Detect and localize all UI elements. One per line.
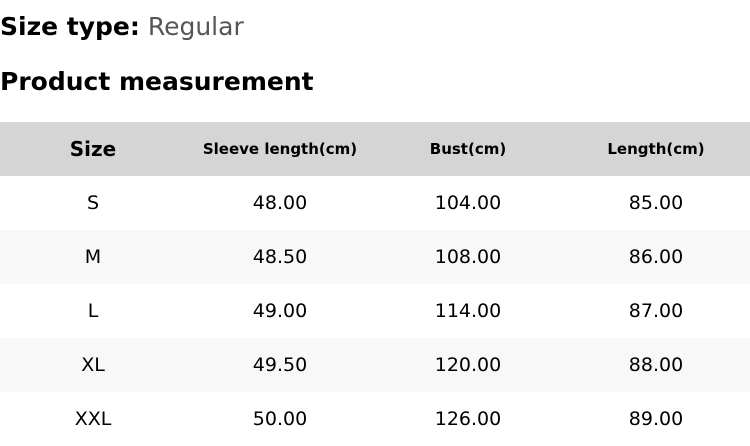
size-type-label: Size type:: [0, 12, 140, 41]
table-cell: 114.00: [434, 300, 502, 322]
table-cell: 48.00: [252, 192, 308, 214]
table-cell: 104.00: [434, 192, 502, 214]
table-cell: 48.50: [186, 230, 374, 284]
table-row: XXL 50.00 126.00 89.00: [0, 392, 750, 446]
table-row: M 48.50 108.00 86.00: [0, 230, 750, 284]
table-row: XL 49.50 120.00 88.00: [0, 338, 750, 392]
section-title: Product measurement: [0, 67, 314, 96]
table-header: Size Sleeve length(cm) Bust(cm) Length(c…: [0, 122, 750, 176]
table-cell: S: [86, 192, 100, 214]
table-cell: 120.00: [374, 338, 562, 392]
table-cell: 85.00: [628, 192, 684, 214]
table-row: L 49.00 114.00 87.00: [0, 284, 750, 338]
size-type: Size type: Regular: [0, 12, 244, 41]
table-cell: 86.00: [562, 230, 750, 284]
table-cell: XL: [0, 338, 186, 392]
header-cell: Length(cm): [562, 122, 750, 176]
table-cell: 49.00: [252, 300, 308, 322]
header-cell: Size: [0, 122, 186, 176]
table-cell: 49.50: [186, 338, 374, 392]
table-row: S 48.00 104.00 85.00: [0, 176, 750, 230]
table-cell: 108.00: [374, 230, 562, 284]
header-cell: Sleeve length(cm): [186, 122, 374, 176]
table-cell: XXL: [74, 408, 112, 430]
table-cell: L: [87, 300, 99, 322]
table-cell: 50.00: [252, 408, 308, 430]
measurement-table: Size Sleeve length(cm) Bust(cm) Length(c…: [0, 122, 750, 446]
table-cell: 88.00: [562, 338, 750, 392]
header-cell: Bust(cm): [374, 122, 562, 176]
table-cell: 89.00: [628, 408, 684, 430]
table-cell: M: [0, 230, 186, 284]
size-type-value: Regular: [147, 12, 244, 41]
table-cell: 126.00: [434, 408, 502, 430]
table-cell: 87.00: [628, 300, 684, 322]
